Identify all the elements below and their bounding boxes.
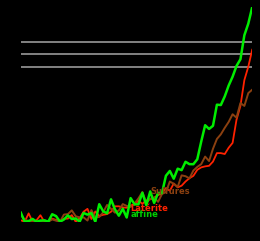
Text: Sulfures: Sulfures xyxy=(150,187,190,196)
Text: Latérite: Latérite xyxy=(131,204,168,213)
Text: affine: affine xyxy=(131,210,159,219)
